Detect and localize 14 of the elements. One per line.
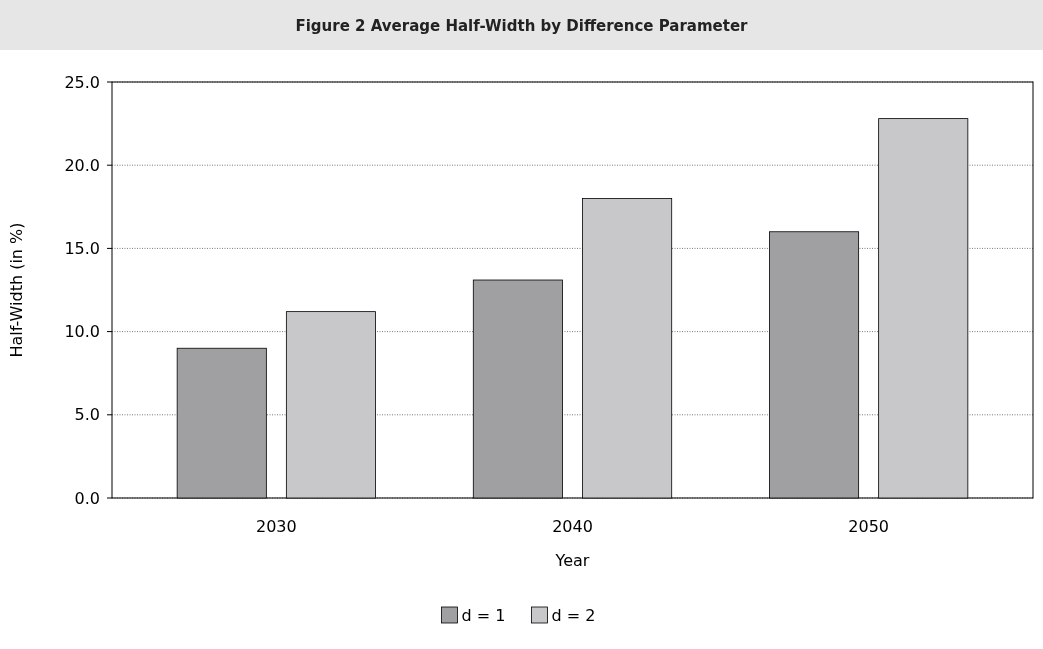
y-axis-title: Half-Width (in %) [7, 222, 26, 358]
y-tick-label: 5.0 [74, 405, 100, 425]
x-tick-label: 2040 [552, 517, 593, 536]
y-tick-label: 25.0 [64, 72, 100, 92]
legend-label: d = 1 [461, 605, 506, 625]
y-tick-label: 0.0 [74, 488, 100, 508]
x-tick-label: 2050 [848, 517, 889, 536]
chart-title: Figure 2 Average Half-Width by Difference Parameter [295, 17, 749, 35]
y-tick-label: 15.0 [64, 239, 100, 258]
legend-label: d = 2 [551, 605, 596, 625]
x-axis-title: Year [554, 551, 590, 570]
y-tick-label: 10.0 [64, 322, 100, 342]
y-tick-label: 20.0 [64, 155, 100, 175]
x-tick-label: 2030 [256, 517, 297, 536]
